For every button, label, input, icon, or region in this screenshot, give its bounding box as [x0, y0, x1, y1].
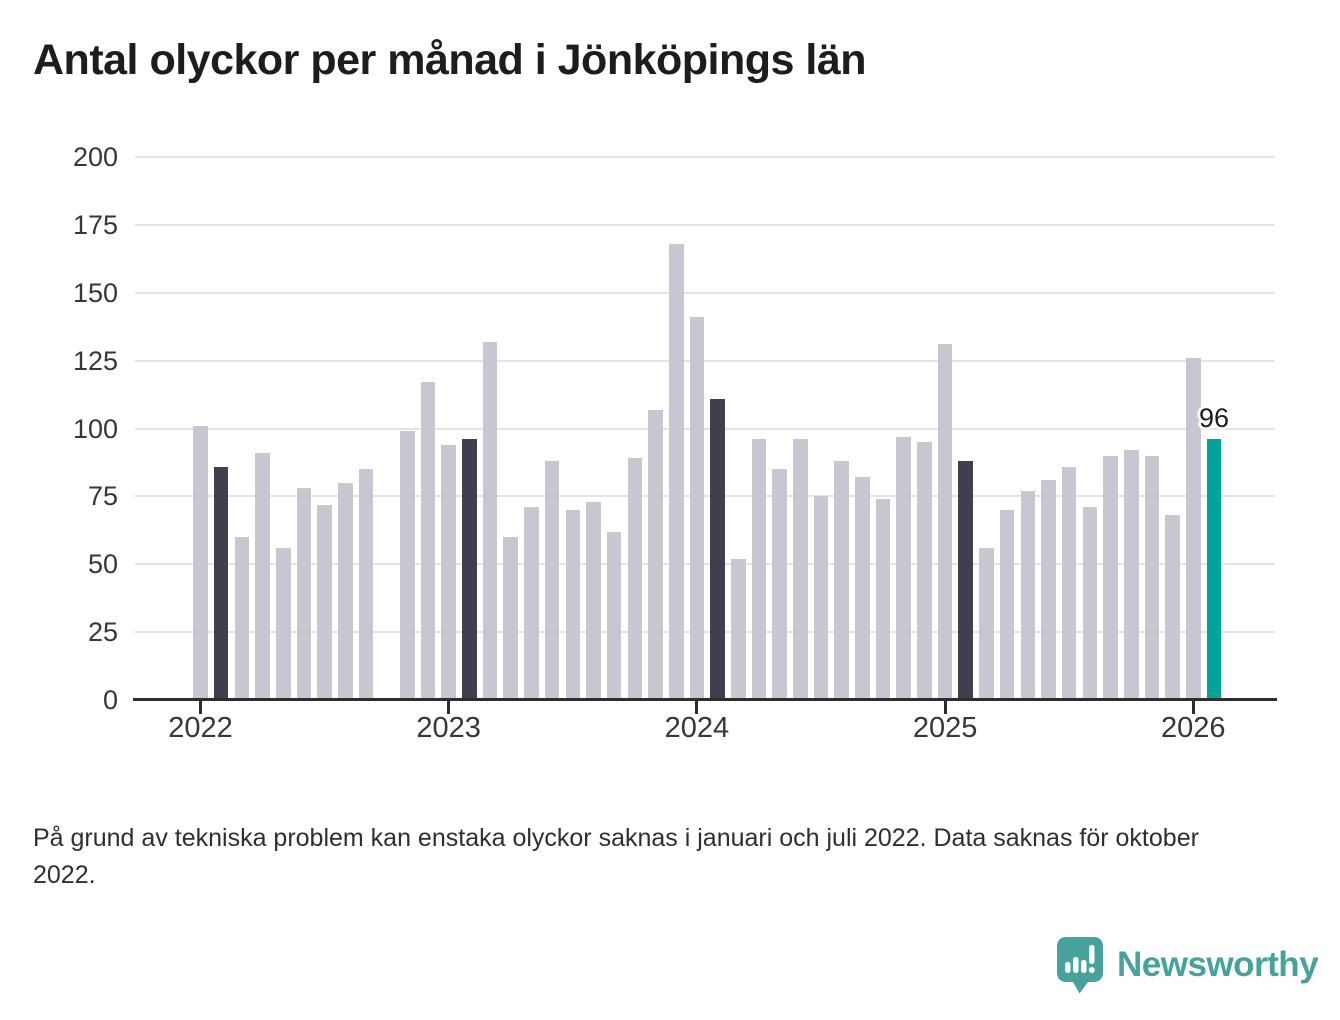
plot-area: 96 [135, 156, 1275, 700]
bar-2023-01 [441, 444, 456, 700]
logo-wordmark: Newsworthy [1117, 945, 1319, 984]
bar-2026-02 [1206, 439, 1222, 700]
bar-2025-04 [999, 509, 1015, 700]
gridline-200 [135, 156, 1275, 158]
bar-2024-05 [772, 469, 787, 700]
x-axis-label-2024: 2024 [664, 712, 730, 744]
bar-2023-10 [627, 458, 643, 700]
y-axis-label-125: 125 [72, 345, 118, 376]
y-axis-label-100: 100 [72, 413, 118, 444]
bar-2025-02 [958, 461, 974, 700]
bar-2022-05 [275, 547, 291, 700]
gridline-50 [135, 563, 1275, 566]
bar-2025-12 [1165, 515, 1180, 700]
bar-2024-06 [793, 439, 808, 700]
bar-2023-05 [524, 507, 539, 700]
bar-2022-03 [234, 537, 250, 700]
bar-2023-04 [503, 537, 519, 700]
newsworthy-speech-bubble-barchart-icon [1057, 937, 1103, 994]
page-title: Antal olyckor per månad i Jönköpings län [33, 36, 867, 84]
gridline-25 [135, 631, 1275, 634]
bar-2024-07 [813, 496, 829, 700]
bar-2022-12 [420, 382, 436, 700]
x-axis-label-2026: 2026 [1161, 712, 1226, 744]
y-axis-label-0: 0 [102, 685, 118, 715]
newsworthy-logo: Newsworthy [1056, 936, 1319, 994]
gridline-100 [135, 427, 1275, 430]
bar-2022-08 [337, 482, 353, 700]
gridline-125 [135, 359, 1275, 362]
bar-2024-08 [834, 461, 849, 700]
y-axis-label-150: 150 [72, 277, 118, 308]
bar-2023-03 [482, 341, 498, 700]
bar-2022-09 [358, 469, 374, 700]
bar-2022-11 [400, 431, 415, 700]
y-axis-label-200: 200 [72, 142, 118, 172]
bar-2025-09 [1103, 455, 1118, 700]
bar-2024-09 [855, 477, 870, 700]
bar-2022-07 [317, 504, 332, 700]
bar-2025-06 [1041, 480, 1056, 700]
bar-2022-02 [213, 466, 229, 700]
x-tick-2022 [199, 701, 202, 714]
bar-2025-11 [1144, 455, 1160, 700]
x-tick-2023 [447, 701, 451, 714]
bar-2024-11 [896, 436, 912, 700]
bar-2025-10 [1123, 450, 1139, 700]
x-tick-2026 [1191, 701, 1195, 714]
bar-2023-12 [668, 243, 684, 700]
bar-2024-01 [689, 317, 705, 700]
bar-2023-06 [544, 461, 560, 700]
bar-2025-07 [1061, 466, 1077, 700]
gridline-75 [135, 495, 1275, 498]
gridline-150 [135, 291, 1275, 294]
bar-2025-05 [1020, 490, 1036, 700]
bar-2025-01 [937, 344, 953, 700]
bar-2023-08 [586, 501, 601, 700]
x-tick-2025 [943, 701, 947, 714]
y-axis-label-25: 25 [87, 617, 118, 648]
bar-2024-04 [751, 439, 767, 700]
y-axis-label-50: 50 [87, 549, 118, 580]
x-axis-label-2025: 2025 [912, 712, 978, 744]
y-axis-label-175: 175 [72, 209, 118, 240]
bar-2022-06 [296, 488, 312, 700]
y-axis-label-75: 75 [87, 481, 118, 512]
current-value-label: 96 [1198, 403, 1229, 434]
bar-2024-02 [710, 398, 725, 700]
gridline-175 [135, 223, 1275, 226]
bar-2024-12 [917, 442, 932, 700]
bar-2025-03 [979, 547, 994, 700]
bar-2023-02 [462, 439, 477, 700]
bar-2026-01 [1186, 357, 1201, 700]
bar-2024-03 [730, 558, 746, 700]
bar-2023-09 [606, 531, 622, 700]
x-axis-label-2022: 2022 [168, 712, 233, 744]
bar-2023-07 [565, 509, 581, 700]
bar-2023-11 [648, 409, 663, 700]
bar-2022-01 [193, 425, 208, 700]
footnote: På grund av tekniska problem kan enstaka… [33, 824, 1199, 889]
x-axis-line [133, 698, 1277, 701]
bar-2025-08 [1082, 507, 1098, 700]
bar-2022-04 [255, 452, 270, 700]
bar-2024-10 [875, 499, 891, 700]
x-axis-label-2023: 2023 [416, 712, 481, 744]
x-tick-2024 [695, 701, 699, 714]
